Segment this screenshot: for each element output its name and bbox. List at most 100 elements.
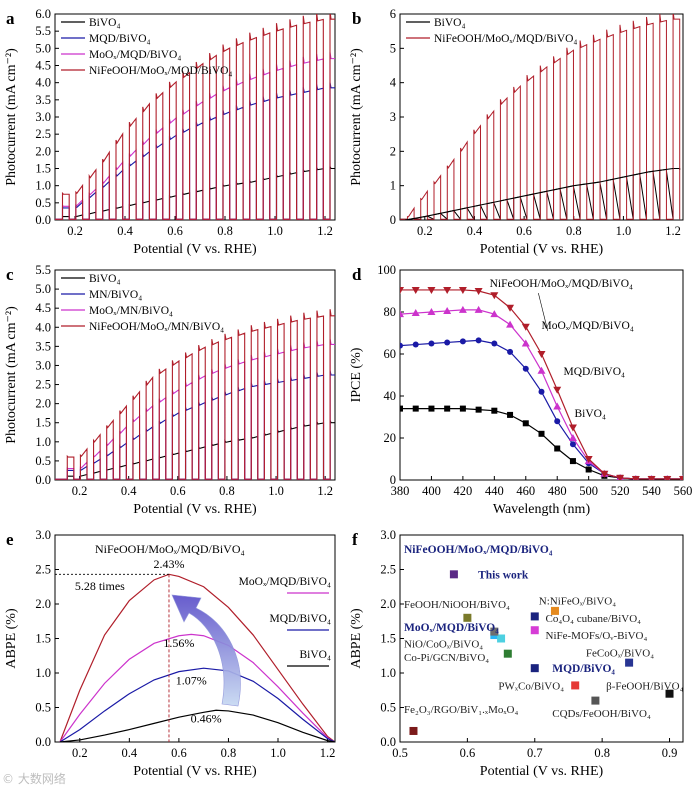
x-tick-label: 1.2 bbox=[317, 484, 333, 498]
data-point bbox=[568, 434, 577, 441]
curve-label: BiVO₄ bbox=[575, 408, 607, 420]
y-tick-label: 1.5 bbox=[35, 416, 51, 430]
annotation: 1.56% bbox=[163, 636, 194, 650]
legend-entry: MN/BiVO₄ bbox=[89, 289, 142, 301]
data-point bbox=[521, 339, 530, 347]
x-tick-label: 460 bbox=[516, 484, 535, 498]
series-line-1 bbox=[400, 14, 681, 220]
point-label: Co₄O₄ cubane/BiVO₄ bbox=[546, 613, 642, 625]
annotation: 2.43% bbox=[153, 557, 184, 571]
series-line-bivo4-smooth bbox=[404, 167, 674, 220]
y-tick-label: 2.5 bbox=[35, 127, 51, 141]
data-point bbox=[616, 474, 625, 480]
x-tick-label: 0.8 bbox=[566, 224, 582, 238]
data-point bbox=[569, 458, 576, 465]
point-label: NiO/CoOₓ/BiVO₄ bbox=[404, 638, 483, 650]
y-tick-label: 0.0 bbox=[35, 213, 51, 227]
data-point bbox=[474, 288, 483, 295]
data-point bbox=[444, 405, 451, 412]
legend-entry: MoOₓ/MQD/BiVO₄ bbox=[89, 49, 181, 61]
data-point bbox=[506, 320, 515, 328]
plot-frame bbox=[54, 269, 336, 481]
legend-entry: NiFeOOH/MoOₓ/MQD/BiVO₄ bbox=[89, 65, 232, 77]
data-point bbox=[663, 475, 672, 480]
data-point bbox=[458, 286, 467, 294]
point-label: MoOₓ/MQD/BiVO₄ bbox=[404, 622, 499, 634]
y-axis-label: IPCE (%) bbox=[349, 347, 364, 402]
scatter-point bbox=[490, 627, 499, 636]
x-tick-label: 0.2 bbox=[72, 484, 88, 498]
data-point bbox=[427, 286, 436, 294]
panel-letter: b bbox=[352, 9, 361, 28]
plot-area bbox=[400, 14, 681, 220]
label-leader bbox=[538, 293, 549, 331]
data-point bbox=[475, 406, 482, 413]
point-label: β-FeOOH/BiVO₄ bbox=[606, 680, 683, 692]
y-tick-label: 2.0 bbox=[35, 597, 51, 611]
y-tick-label: 80 bbox=[384, 305, 397, 319]
x-tick-label: 0.8 bbox=[217, 224, 233, 238]
y-tick-label: 2.5 bbox=[35, 563, 51, 577]
legend-entry: NiFeOOH/MoOₓ/MQD/BiVO₄ bbox=[434, 33, 577, 45]
point-label: NiFe-MOFs/Oᵥ-BiVO₄ bbox=[546, 630, 648, 642]
x-tick-label: 1.2 bbox=[320, 746, 336, 760]
x-tick-label: 0.4 bbox=[467, 224, 483, 238]
x-tick-label: 1.2 bbox=[317, 224, 333, 238]
y-tick-label: 5.0 bbox=[35, 41, 51, 55]
x-tick-label: 0.8 bbox=[219, 484, 235, 498]
x-tick-label: 520 bbox=[611, 484, 630, 498]
data-point bbox=[412, 405, 419, 412]
x-tick-label: 1.0 bbox=[616, 224, 632, 238]
y-axis-label: Photocurrent (mA cm⁻²) bbox=[4, 48, 19, 186]
data-point bbox=[459, 338, 466, 345]
y-tick-label: 0 bbox=[390, 213, 396, 227]
y-tick-label: 2 bbox=[390, 144, 396, 158]
plot-area bbox=[59, 573, 335, 742]
scatter-point bbox=[530, 612, 539, 621]
legend-entry: BiVO₄ bbox=[89, 273, 121, 285]
y-tick-label: 0.5 bbox=[35, 196, 51, 210]
y-tick-label: 3.0 bbox=[35, 358, 51, 372]
scatter-point bbox=[497, 634, 506, 643]
data-point bbox=[443, 286, 452, 294]
annotation: 0.46% bbox=[191, 712, 222, 726]
data-point bbox=[522, 365, 529, 372]
y-tick-label: 4.0 bbox=[35, 76, 51, 90]
scatter-point bbox=[449, 570, 458, 579]
y-tick-label: 100 bbox=[377, 263, 396, 277]
data-point bbox=[400, 310, 404, 318]
x-tick-label: 0.9 bbox=[662, 746, 678, 760]
x-tick-label: 0.4 bbox=[121, 484, 137, 498]
data-point bbox=[412, 341, 419, 348]
y-tick-label: 1.5 bbox=[35, 632, 51, 646]
y-tick-label: 4.0 bbox=[35, 320, 51, 334]
x-tick-label: 1.0 bbox=[270, 746, 286, 760]
top-label: NiFeOOH/MoOₓ/MQD/BiVO₄ bbox=[404, 544, 553, 556]
x-tick-label: 0.2 bbox=[417, 224, 433, 238]
x-axis-label: Potential (V vs. RHE) bbox=[480, 764, 604, 779]
panel-c: c 0.2 0.4 0.6 0.8 1.0 1.2 0.0 0.5 1.0 1.5 2.0 2.5 3.0… bbox=[4, 263, 336, 517]
x-tick-label: 0.8 bbox=[221, 746, 237, 760]
x-tick-label: 440 bbox=[485, 484, 504, 498]
y-tick-label: 20 bbox=[384, 431, 397, 445]
panel-d: d 380 400 420 440 460 480 500 520 540 560 0 20 40 60 80… bbox=[349, 263, 692, 517]
y-tick-label: 3.0 bbox=[35, 110, 51, 124]
scatter-point bbox=[503, 649, 512, 658]
x-tick-label: 0.8 bbox=[594, 746, 610, 760]
plot-area bbox=[55, 309, 335, 480]
x-tick-label: 480 bbox=[548, 484, 567, 498]
curve-label: MQD/BiVO₄ bbox=[564, 366, 626, 378]
x-tick-label: 500 bbox=[579, 484, 598, 498]
data-point bbox=[553, 386, 562, 394]
data-point bbox=[507, 348, 514, 355]
scatter-point bbox=[463, 613, 472, 622]
scatter-point bbox=[625, 658, 634, 667]
x-axis-label: Potential (V vs. RHE) bbox=[133, 764, 257, 779]
y-tick-label: 40 bbox=[384, 389, 397, 403]
legend-entry: BiVO₄ bbox=[89, 17, 121, 29]
legend-entry: MoOₓ/MN/BiVO₄ bbox=[89, 305, 173, 317]
y-tick-label: 2.0 bbox=[35, 397, 51, 411]
curve-label: MQD/BiVO₄ bbox=[269, 613, 331, 625]
y-tick-label: 1.0 bbox=[380, 666, 396, 680]
